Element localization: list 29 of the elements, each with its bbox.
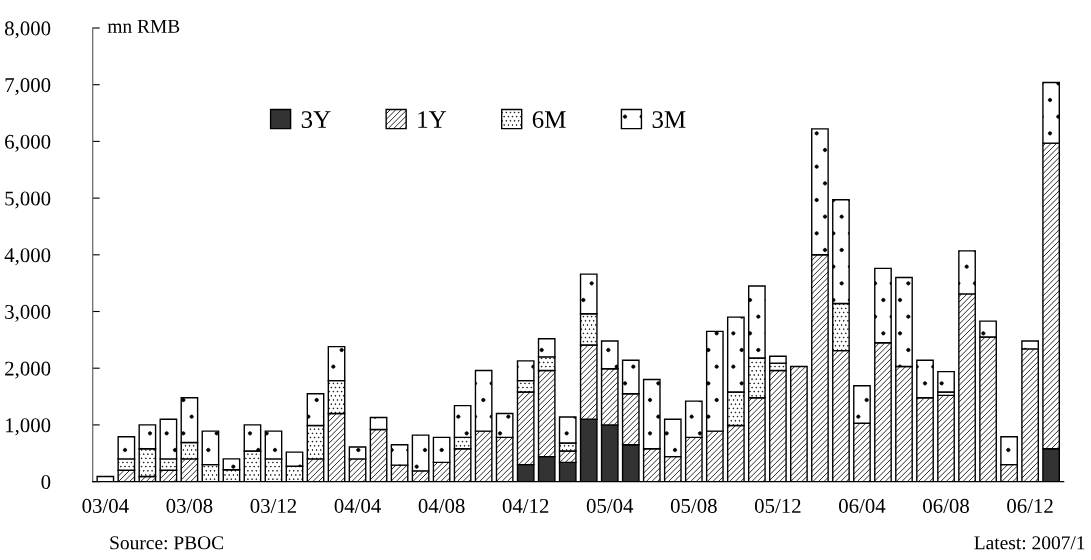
x-tick-label: 04/12 <box>502 498 549 513</box>
x-tick-label: 03/08 <box>166 498 213 513</box>
x-tick-label: 06/08 <box>923 498 969 513</box>
bar <box>937 370 955 393</box>
y-tick-label: 1,000 <box>6 418 51 436</box>
y-tick-label: 7,000 <box>5 78 51 96</box>
legend-label: 3Y <box>301 111 331 128</box>
x-tick-label: 06/12 <box>1007 498 1053 513</box>
x-tick-label: 04/08 <box>418 498 465 513</box>
legend-label: 1Y <box>418 111 447 128</box>
x-tick-label: 03/04 <box>82 498 129 513</box>
x-tick-label: 05/12 <box>754 498 801 513</box>
source-note: Source: PBOC <box>110 536 224 550</box>
x-tick-label: 05/08 <box>670 498 717 513</box>
x-tick-label: 03/12 <box>250 498 297 513</box>
y-tick-label: 4,000 <box>4 248 51 266</box>
y-tick-label: 5,000 <box>5 191 51 209</box>
x-tick-label: 06/04 <box>839 498 886 513</box>
text: Latest: 2007/1 <box>974 536 1085 550</box>
y-tick-label: 3,000 <box>5 304 51 322</box>
x-tick-label: 05/04 <box>586 498 634 513</box>
y-tick-label: 8,000 <box>4 21 51 39</box>
y-tick-label: 2,000 <box>5 361 51 379</box>
y-tick-label: 0 <box>41 474 51 490</box>
y-tick-label: 6,000 <box>5 134 51 152</box>
legend-label: 6M <box>532 111 566 128</box>
legend-label: 3M <box>652 111 686 128</box>
y-axis-title: mn RMB <box>107 19 180 33</box>
x-tick-label: 04/04 <box>334 498 381 513</box>
